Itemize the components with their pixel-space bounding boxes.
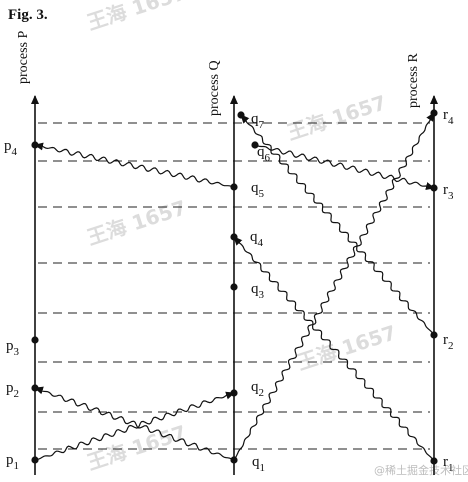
event-label-r2: r2 bbox=[443, 332, 454, 352]
event-dot-q3 bbox=[230, 283, 238, 291]
event-label-q4: q4 bbox=[250, 229, 264, 249]
event-label-p4: p4 bbox=[4, 138, 18, 158]
event-label-r4: r4 bbox=[443, 107, 454, 127]
event-label-r1: r1 bbox=[443, 454, 454, 474]
message-q5-to-p4 bbox=[34, 142, 235, 188]
event-dot-q2 bbox=[230, 389, 238, 397]
event-dot-q4 bbox=[230, 233, 238, 241]
event-dot-r2 bbox=[430, 331, 438, 339]
event-points: p1 p2 p3 p4 q1 q2 q3 q4 q5 q6 q7 r1 r2 r3 r4 bbox=[4, 107, 454, 474]
event-dot-p4 bbox=[31, 141, 39, 149]
message-arrows bbox=[34, 112, 435, 462]
watermark-text: 王海 1657 bbox=[294, 320, 399, 375]
event-dot-p3 bbox=[31, 336, 39, 344]
message-p1-to-q2 bbox=[34, 391, 235, 461]
message-q1-to-r4 bbox=[233, 112, 435, 461]
watermark-text: 王海 1657 bbox=[84, 195, 189, 250]
message-q1-to-p2 bbox=[34, 386, 235, 461]
event-label-q3: q3 bbox=[251, 281, 265, 301]
event-dot-q5 bbox=[230, 183, 238, 191]
process-q-label: process Q bbox=[207, 60, 222, 116]
process-r-label: process R bbox=[406, 53, 421, 108]
event-dot-r3 bbox=[430, 184, 438, 192]
message-q6-to-r3 bbox=[254, 144, 435, 190]
event-label-p2: p2 bbox=[6, 380, 19, 400]
event-dot-r1 bbox=[430, 457, 438, 465]
event-label-p1: p1 bbox=[6, 452, 19, 472]
event-label-q1: q1 bbox=[252, 454, 265, 474]
message-r1-to-q4 bbox=[233, 236, 435, 462]
event-dot-r4 bbox=[430, 109, 438, 117]
event-dot-q1 bbox=[230, 456, 238, 464]
event-label-r3: r3 bbox=[443, 182, 454, 202]
figure-label: Fig. 3. bbox=[8, 7, 48, 23]
process-p-label: process P bbox=[16, 31, 31, 84]
watermark-text: 王海 1657 bbox=[284, 90, 389, 145]
event-label-p3: p3 bbox=[6, 338, 20, 358]
event-dot-p1 bbox=[31, 456, 39, 464]
event-dot-q7 bbox=[237, 111, 245, 119]
watermark-text: 王海 1657 bbox=[84, 0, 189, 35]
event-label-q6: q6 bbox=[257, 144, 271, 164]
event-label-q2: q2 bbox=[251, 379, 264, 399]
event-label-q5: q5 bbox=[251, 180, 265, 200]
event-dot-p2 bbox=[31, 384, 39, 392]
message-r2-to-q7 bbox=[240, 114, 435, 336]
watermark-site: @稀土掘金技术社区 bbox=[374, 463, 468, 477]
event-dot-q6 bbox=[251, 141, 259, 149]
event-label-q7: q7 bbox=[251, 111, 265, 131]
